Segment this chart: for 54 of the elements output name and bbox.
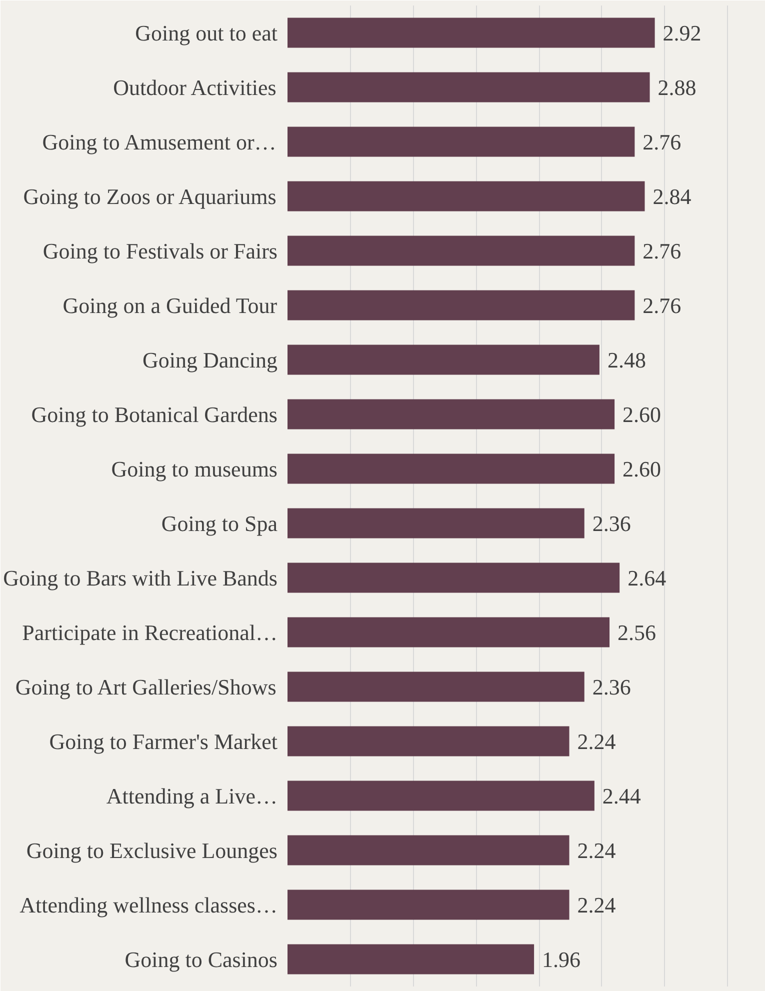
y-tick-label: Going to Art Galleries/Shows — [15, 674, 276, 700]
bar — [288, 344, 600, 375]
bar — [288, 454, 615, 484]
y-tick-label: Outdoor Activities — [113, 74, 276, 100]
bar — [288, 562, 620, 593]
data-label: 2.76 — [642, 238, 682, 264]
data-label: 2.24 — [577, 838, 616, 863]
data-label: 2.44 — [602, 783, 641, 808]
y-tick-label: Going out to eat — [135, 20, 278, 46]
y-tick-label: Participate in Recreational… — [22, 620, 278, 645]
bar — [288, 944, 534, 974]
y-tick-label: Attending a Live… — [106, 783, 278, 808]
data-label: 2.24 — [577, 892, 616, 918]
y-tick-label: Going to Spa — [161, 510, 278, 536]
data-label: 2.36 — [592, 674, 631, 700]
data-label: 2.24 — [577, 728, 616, 754]
bar — [288, 835, 570, 866]
bar — [288, 18, 655, 48]
y-tick-label: Going to Casinos — [124, 946, 278, 972]
bar — [288, 508, 584, 538]
bar — [288, 290, 635, 320]
y-tick-label: Going to Farmer's Market — [49, 728, 278, 754]
data-label: 2.60 — [622, 456, 662, 482]
data-label: 2.76 — [642, 129, 682, 154]
bar — [288, 72, 650, 102]
y-tick-label: Going to Festivals or Fairs — [42, 238, 278, 264]
data-label: 2.36 — [592, 510, 631, 536]
data-label: 2.48 — [607, 347, 646, 372]
y-tick-label: Going to museums — [111, 456, 278, 482]
bar — [288, 780, 594, 811]
data-label: 2.56 — [618, 620, 656, 645]
bar — [288, 617, 610, 648]
y-tick-label: Going Dancing — [142, 347, 278, 372]
y-tick-label: Going to Exclusive Lounges — [26, 838, 278, 863]
bar — [288, 126, 635, 157]
data-label: 2.92 — [662, 20, 702, 46]
bar — [288, 236, 635, 266]
data-label: 2.88 — [658, 74, 696, 100]
y-tick-label: Attending wellness classes… — [20, 892, 278, 918]
bar — [288, 672, 584, 702]
data-label: 1.96 — [542, 946, 581, 972]
y-tick-label: Going to Amusement or… — [42, 129, 276, 154]
y-tick-label: Going to Zoos or Aquariums — [23, 184, 276, 209]
bar — [288, 399, 615, 430]
bar — [288, 181, 645, 212]
y-tick-label: Going to Botanical Gardens — [31, 402, 278, 427]
data-label: 2.64 — [628, 565, 666, 590]
y-tick-label: Going to Bars with Live Bands — [3, 565, 278, 590]
data-label: 2.60 — [622, 402, 662, 427]
data-label: 2.84 — [652, 184, 692, 209]
y-tick-label: Going on a Guided Tour — [62, 292, 278, 318]
bar — [288, 726, 570, 756]
bar — [288, 890, 570, 920]
data-label: 2.76 — [642, 292, 682, 318]
